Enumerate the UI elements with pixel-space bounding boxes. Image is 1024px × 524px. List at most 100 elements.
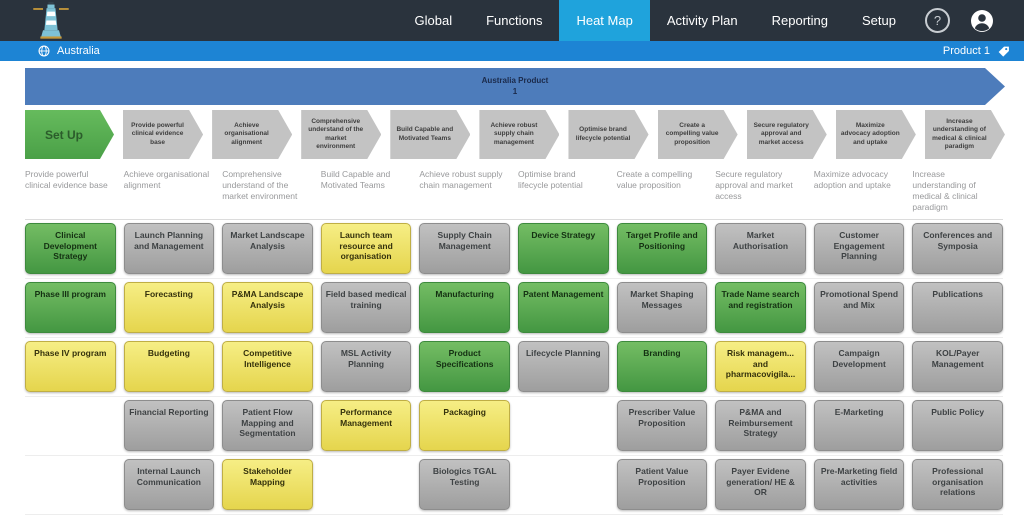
- tab-functions[interactable]: Functions: [486, 13, 543, 28]
- tab-heat-map[interactable]: Heat Map: [559, 0, 650, 41]
- heatmap-card-payer-evidene-generation-he-or[interactable]: Payer Evidene generation/ HE & OR: [715, 459, 806, 511]
- help-button[interactable]: ?: [925, 8, 950, 33]
- heatmap-card-competitive-intelligence[interactable]: Competitive Intelligence: [222, 341, 313, 393]
- process-chevron-increase-understanding-of-medical-clinical-paradigm[interactable]: Increase understanding of medical & clin…: [925, 110, 1005, 159]
- grid-cell: Supply Chain Management: [419, 220, 510, 278]
- heatmap-card-customer-engagement-planning[interactable]: Customer Engagement Planning: [813, 223, 905, 275]
- grid-cell: E-Marketing: [813, 397, 905, 455]
- heatmap-card-stakeholder-mapping[interactable]: Stakeholder Mapping: [222, 459, 313, 511]
- heatmap-card-branding[interactable]: Branding: [616, 341, 708, 393]
- heatmap-card-phase-iii-program[interactable]: Phase III program: [25, 282, 116, 334]
- grid-cell: Competitive Intelligence: [222, 338, 313, 396]
- heatmap-card-manufacturing[interactable]: Manufacturing: [419, 282, 510, 334]
- heatmap-card-msl-activity-planning[interactable]: MSL Activity Planning: [320, 341, 412, 393]
- grid-cell: Launch team resource and organisation: [320, 220, 412, 278]
- region-selector[interactable]: Australia: [38, 45, 100, 57]
- heatmap-card-trade-name-search-and-registration[interactable]: Trade Name search and registration: [715, 282, 806, 334]
- product-label: Product 1: [942, 45, 990, 57]
- heatmap-card-prescriber-value-proposition[interactable]: Prescriber Value Proposition: [616, 400, 708, 452]
- grid-cell: Campaign Development: [813, 338, 905, 396]
- grid-cell: P&MA and Reimbursement Strategy: [715, 397, 806, 455]
- grid-cell: Market Shaping Messages: [616, 279, 708, 337]
- heatmap-card-biologics-tgal-testing[interactable]: Biologics TGAL Testing: [419, 459, 510, 511]
- globe-icon: [38, 45, 50, 57]
- process-chevron-optimise-brand-lifecycle-potential[interactable]: Optimise brand lifecycle potential: [568, 110, 648, 159]
- heatmap-card-launch-team-resource-and-organisation[interactable]: Launch team resource and organisation: [320, 223, 412, 275]
- heatmap-card-market-landscape-analysis[interactable]: Market Landscape Analysis: [222, 223, 313, 275]
- grid-cell: Pre-Marketing field activities: [813, 456, 905, 514]
- heatmap-card-performance-management[interactable]: Performance Management: [320, 400, 412, 452]
- grid-row: Clinical Development Strategy Launch Plan…: [25, 220, 1003, 280]
- lighthouse-logo-icon: [33, 1, 69, 39]
- tab-reporting[interactable]: Reporting: [771, 13, 829, 28]
- heatmap-card-pre-marketing-field-activities[interactable]: Pre-Marketing field activities: [813, 459, 905, 511]
- grid-cell: Market Landscape Analysis: [222, 220, 313, 278]
- heatmap-card-lifecycle-planning[interactable]: Lifecycle Planning: [517, 341, 609, 393]
- heatmap-card-field-based-medical-training[interactable]: Field based medical training: [320, 282, 412, 334]
- heatmap-card-kol-payer-management[interactable]: KOL/Payer Management: [912, 341, 1003, 393]
- heatmap-card-launch-planning-and-management[interactable]: Launch Planning and Management: [123, 223, 215, 275]
- heatmap-card-campaign-development[interactable]: Campaign Development: [813, 341, 905, 393]
- heatmap-card-supply-chain-management[interactable]: Supply Chain Management: [419, 223, 510, 275]
- grid-cell: Biologics TGAL Testing: [419, 456, 510, 514]
- grid-cell: Financial Reporting: [123, 397, 215, 455]
- grid-cell: Launch Planning and Management: [123, 220, 215, 278]
- column-header-maximize-advocacy-adoption-and-uptake: Maximize advocacy adoption and uptake: [813, 169, 891, 191]
- heatmap-card-p-ma-and-reimbursement-strategy[interactable]: P&MA and Reimbursement Strategy: [715, 400, 806, 452]
- heatmap-card-internal-launch-communication[interactable]: Internal Launch Communication: [123, 459, 215, 511]
- heatmap-card-patient-value-proposition[interactable]: Patient Value Proposition: [616, 459, 708, 511]
- column-header-secure-regulatory-approval-and-market-access: Secure regulatory approval and market ac…: [715, 169, 793, 202]
- profile-button[interactable]: [970, 9, 994, 33]
- heatmap-card-p-ma-landscape-analysis[interactable]: P&MA Landscape Analysis: [222, 282, 313, 334]
- grid-cell: Prescriber Value Proposition: [616, 397, 708, 455]
- grid-cell: [25, 456, 116, 514]
- heatmap-card-market-authorisation[interactable]: Market Authorisation: [715, 223, 806, 275]
- process-chevron-achieve-robust-supply-chain-management[interactable]: Achieve robust supply chain management: [479, 110, 559, 159]
- grid-cell: Patent Management: [517, 279, 609, 337]
- grid-cell: Budgeting: [123, 338, 215, 396]
- tab-global[interactable]: Global: [414, 13, 453, 28]
- process-chevron-achieve-organisational-alignment[interactable]: Achieve organisational alignment: [212, 110, 292, 159]
- grid-cell: Lifecycle Planning: [517, 338, 609, 396]
- process-chevron-maximize-advocacy-adoption-and-uptake[interactable]: Maximize advocacy adoption and uptake: [836, 110, 916, 159]
- heatmap-card-patent-management[interactable]: Patent Management: [517, 282, 609, 334]
- heatmap-card-publications[interactable]: Publications: [912, 282, 1003, 334]
- heatmap-card-forecasting[interactable]: Forecasting: [123, 282, 215, 334]
- grid-cell: KOL/Payer Management: [912, 338, 1003, 396]
- heatmap-card-financial-reporting[interactable]: Financial Reporting: [123, 400, 215, 452]
- process-chevron-comprehensive-understand-of-the-market-environment[interactable]: Comprehensive understand of the market e…: [301, 110, 381, 159]
- heatmap-card-product-specifications[interactable]: Product Specifications: [419, 341, 510, 393]
- tab-activity-plan[interactable]: Activity Plan: [666, 13, 738, 28]
- heatmap-card-promotional-spend-and-mix[interactable]: Promotional Spend and Mix: [813, 282, 905, 334]
- product-selector[interactable]: Product 1: [943, 45, 1010, 58]
- heatmap-card-budgeting[interactable]: Budgeting: [123, 341, 215, 393]
- heatmap-card-e-marketing[interactable]: E-Marketing: [813, 400, 905, 452]
- heatmap-card-market-shaping-messages[interactable]: Market Shaping Messages: [616, 282, 708, 334]
- process-chevron-provide-powerful-clinical-evidence-base[interactable]: Provide powerful clinical evidence base: [123, 110, 203, 159]
- heatmap-card-conferences-and-symposia[interactable]: Conferences and Symposia: [912, 223, 1003, 275]
- heatmap-card-professional-organisation-relations[interactable]: Professional organisation relations: [912, 459, 1003, 511]
- heatmap-card-public-policy[interactable]: Public Policy: [912, 400, 1003, 452]
- heatmap-card-risk-managem-and-pharmacovigila[interactable]: Risk managem... and pharmacovigila...: [715, 341, 806, 393]
- heatmap-card-device-strategy[interactable]: Device Strategy: [517, 223, 609, 275]
- grid-cell: [518, 456, 609, 514]
- heatmap-card-phase-iv-program[interactable]: Phase IV program: [25, 341, 116, 393]
- context-bar: Australia Product 1: [0, 41, 1024, 61]
- process-chevron-set-up[interactable]: Set Up: [25, 110, 114, 159]
- heatmap-card-patient-flow-mapping-and-segmentation[interactable]: Patient Flow Mapping and Segmentation: [222, 400, 313, 452]
- heatmap-card-target-profile-and-positioning[interactable]: Target Profile and Positioning: [616, 223, 708, 275]
- column-header-create-a-compelling-value-proposition: Create a compelling value proposition: [616, 169, 693, 191]
- heatmap-card-packaging[interactable]: Packaging: [419, 400, 510, 452]
- process-chevron-create-a-compelling-value-proposition[interactable]: Create a compelling value proposition: [658, 110, 738, 159]
- banner-title-line1: Australia Product: [481, 76, 549, 86]
- tab-setup[interactable]: Setup: [862, 13, 896, 28]
- process-chevron-secure-regulatory-approval-and-market-access[interactable]: Secure regulatory approval and market ac…: [747, 110, 827, 159]
- grid-cell: Phase IV program: [25, 338, 116, 396]
- process-chevron-build-capable-and-motivated-teams[interactable]: Build Capable and Motivated Teams: [390, 110, 470, 159]
- grid-cell: Professional organisation relations: [912, 456, 1003, 514]
- top-nav-bar: Global Functions Heat Map Activity Plan Repo…: [0, 0, 1024, 41]
- grid-cell: Field based medical training: [320, 279, 412, 337]
- heatmap-card-clinical-development-strategy[interactable]: Clinical Development Strategy: [25, 223, 116, 275]
- grid-row: Phase III program Forecasting P&MA Landsca…: [25, 279, 1003, 339]
- column-header-build-capable-and-motivated-teams: Build Capable and Motivated Teams: [320, 169, 391, 191]
